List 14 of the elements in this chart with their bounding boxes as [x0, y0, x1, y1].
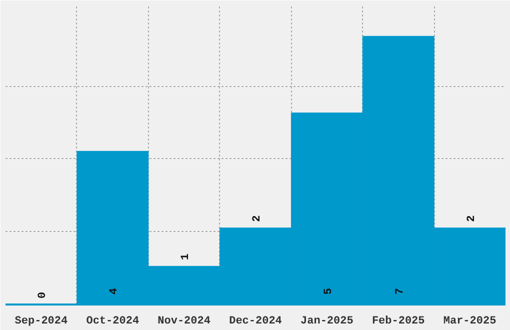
- x-tick-label: Nov-2024: [158, 316, 211, 328]
- data-label: 0: [37, 292, 50, 299]
- data-label: 7: [394, 288, 406, 295]
- x-tick-label: Oct-2024: [86, 316, 140, 328]
- data-label: 4: [108, 288, 121, 295]
- x-tick-label: Jan-2025: [300, 316, 354, 328]
- data-label: 5: [322, 288, 335, 295]
- data-label: 1: [180, 253, 192, 260]
- x-tick-label: Dec-2024: [229, 316, 282, 328]
- x-tick-label: Feb-2025: [372, 316, 426, 328]
- x-tick-label: Sep-2024: [14, 316, 68, 328]
- x-tick-label: Mar-2025: [443, 316, 497, 328]
- data-label: 2: [466, 215, 478, 222]
- data-label: 2: [252, 215, 264, 222]
